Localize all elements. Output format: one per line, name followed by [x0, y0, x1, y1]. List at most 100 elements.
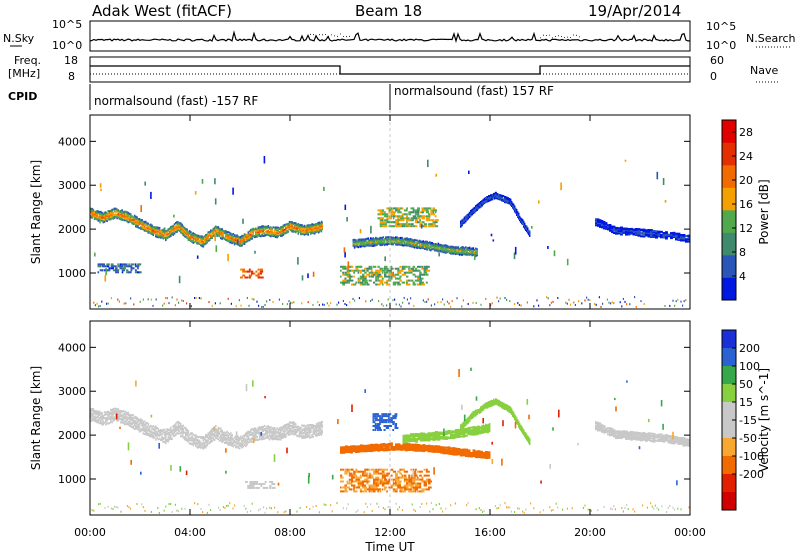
echo-cell — [231, 240, 233, 243]
echo-cell — [140, 226, 142, 229]
echo-cell — [315, 427, 317, 430]
echo-cell — [647, 233, 651, 236]
echo-cell — [462, 246, 465, 249]
echo-cell — [312, 231, 315, 234]
echo-cell — [493, 192, 495, 195]
echo-cell — [95, 411, 97, 414]
freq-label-1: Freq. — [14, 54, 41, 67]
echo-cell — [186, 428, 188, 431]
echo-cell — [148, 228, 151, 231]
echo-cell — [330, 302, 332, 305]
echo-cell — [344, 204, 347, 210]
echo-cell — [170, 434, 172, 437]
echo-cell — [447, 431, 451, 434]
echo-cell — [96, 410, 98, 413]
echo-cell — [390, 209, 394, 212]
echo-cell — [425, 439, 428, 442]
echo-cell — [568, 298, 570, 301]
echo-cell — [211, 237, 213, 240]
echo-cell — [357, 448, 361, 451]
echo-cell — [126, 416, 128, 419]
echo-cell — [137, 218, 140, 221]
echo-cell — [457, 248, 460, 251]
echo-cell — [392, 225, 395, 228]
echo-cell — [146, 421, 148, 424]
echo-cell — [150, 429, 152, 432]
echo-cell — [386, 281, 388, 284]
echo-cell — [130, 218, 132, 221]
echo-cell — [462, 218, 465, 221]
echo-cell — [182, 232, 185, 235]
echo-cell — [392, 217, 395, 220]
echo-cell — [218, 439, 221, 442]
echo-cell — [90, 414, 92, 417]
echo-cell — [630, 230, 633, 233]
echo-cell — [240, 268, 243, 271]
echo-cell — [108, 411, 111, 414]
echo-cell — [611, 301, 613, 304]
echo-cell — [466, 249, 468, 252]
echo-cell — [275, 429, 277, 432]
echo-cell — [401, 238, 403, 241]
echo-cell — [415, 439, 418, 442]
echo-cell — [307, 427, 310, 430]
echo-cell — [398, 240, 401, 243]
echo-cell — [443, 247, 446, 250]
echo-cell — [152, 436, 155, 439]
echo-cell — [271, 432, 273, 435]
echo-cell — [417, 435, 421, 438]
echo-cell — [141, 223, 143, 226]
echo-cell — [208, 431, 211, 434]
echo-cell — [268, 226, 271, 229]
echo-cell — [317, 424, 319, 427]
echo-cell — [118, 409, 121, 412]
echo-cell — [320, 223, 322, 226]
echo-cell — [238, 240, 241, 243]
echo-cell — [467, 216, 470, 219]
echo-cell — [470, 252, 472, 255]
echo-cell — [266, 435, 268, 438]
echo-cell — [118, 217, 121, 220]
echo-cell — [401, 244, 403, 247]
echo-cell — [319, 428, 321, 431]
echo-cell — [267, 430, 270, 433]
echo-cell — [481, 200, 483, 203]
echo-cell — [319, 424, 321, 427]
echo-cell — [407, 448, 411, 451]
echo-cell — [155, 298, 157, 301]
echo-cell — [157, 433, 160, 436]
echo-cell — [390, 211, 395, 214]
echo-cell — [517, 302, 519, 305]
echo-cell — [165, 232, 167, 235]
echo-cell — [197, 436, 200, 439]
echo-cell — [400, 236, 402, 239]
echo-cell — [232, 441, 235, 444]
echo-cell — [196, 241, 198, 244]
echo-cell — [450, 434, 453, 437]
echo-cell — [414, 213, 417, 216]
echo-cell — [288, 300, 290, 303]
echo-cell — [350, 448, 353, 451]
echo-cell — [201, 437, 203, 440]
echo-cell — [233, 441, 236, 444]
echo-cell — [142, 223, 145, 226]
echo-cell — [606, 298, 608, 301]
echo-cell — [188, 433, 191, 436]
echo-cell — [451, 247, 453, 250]
echo-cell — [472, 432, 476, 435]
echo-cell — [135, 219, 137, 222]
echo-cell — [377, 271, 381, 274]
echo-cell — [135, 417, 137, 420]
echo-cell — [135, 424, 137, 427]
echo-cell — [685, 239, 688, 242]
echo-cell — [238, 238, 241, 241]
echo-cell — [228, 236, 231, 239]
echo-cell — [138, 422, 141, 425]
echo-cell — [373, 238, 376, 241]
echo-cell — [118, 300, 120, 303]
echo-cell — [344, 267, 347, 270]
echo-cell — [388, 241, 391, 244]
echo-cell — [527, 227, 529, 230]
echo-cell — [95, 210, 97, 213]
echo-cell — [170, 430, 172, 433]
